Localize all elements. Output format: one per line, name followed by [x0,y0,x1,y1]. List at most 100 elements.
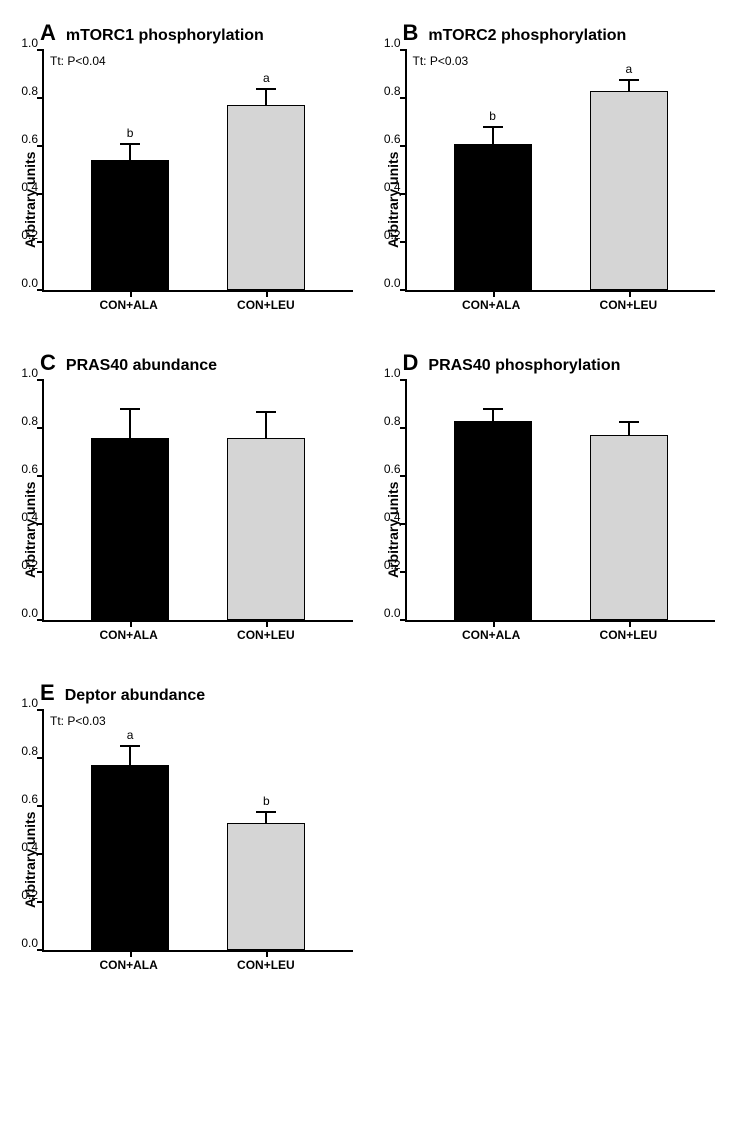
error-bar [628,422,630,436]
error-bar [492,409,494,421]
bar-con-ala: b [91,160,169,290]
y-tick-mark [37,523,44,525]
x-tick-mark [266,290,268,297]
y-tick-mark [400,49,407,51]
y-tick-mark [37,289,44,291]
y-tick-mark [400,475,407,477]
panel-letter: C [40,350,56,376]
error-bar [492,127,494,144]
x-tick-label: CON+LEU [227,958,305,972]
bar-con-ala [91,438,169,620]
y-tick-mark [37,193,44,195]
error-cap [120,143,140,145]
bar-con-leu [227,438,305,620]
error-bar [129,144,131,161]
y-tick-mark [37,241,44,243]
y-tick-mark [400,97,407,99]
panel-title: Deptor abundance [65,687,205,705]
error-cap [483,126,503,128]
significance-label: b [489,109,496,123]
significance-label: b [127,126,134,140]
significance-label: a [127,728,134,742]
x-tick-label: CON+LEU [589,298,667,312]
error-cap [619,421,639,423]
plot-area [42,380,353,622]
panel-title: mTORC2 phosphorylation [428,27,626,45]
y-tick-mark [37,757,44,759]
y-tick-mark [400,571,407,573]
y-tick-mark [400,523,407,525]
error-cap [619,79,639,81]
y-tick-mark [37,853,44,855]
error-bar [129,746,131,765]
plot-area: Tt: P<0.03ba [405,50,716,292]
panel-letter: A [40,20,56,46]
panel-e: EDeptor abundanceArbitrary units1.00.80.… [20,680,353,980]
x-tick-mark [266,620,268,627]
bar-con-ala: a [91,765,169,950]
error-bar [265,89,267,106]
plot-area: Tt: P<0.03ab [42,710,353,952]
y-tick-mark [400,619,407,621]
panel-letter: E [40,680,55,706]
x-tick-label: CON+ALA [90,628,168,642]
error-cap [120,408,140,410]
x-tick-label: CON+LEU [589,628,667,642]
error-cap [256,88,276,90]
panel-b: BmTORC2 phosphorylationArbitrary units1.… [383,20,716,320]
y-tick-mark [37,145,44,147]
y-tick-mark [400,289,407,291]
y-tick-mark [400,193,407,195]
error-bar [628,80,630,92]
y-tick-mark [37,97,44,99]
x-tick-mark [266,950,268,957]
x-tick-label: CON+ALA [90,958,168,972]
panel-title: mTORC1 phosphorylation [66,27,264,45]
x-tick-label: CON+ALA [452,628,530,642]
error-cap [256,411,276,413]
y-tick-mark [37,379,44,381]
panel-letter: B [403,20,419,46]
panel-letter: D [403,350,419,376]
y-tick-mark [400,145,407,147]
bar-con-leu [590,435,668,620]
x-tick-mark [130,950,132,957]
error-bar [265,812,267,824]
x-tick-label: CON+LEU [227,298,305,312]
significance-label: b [263,794,270,808]
y-tick-mark [400,427,407,429]
error-bar [129,409,131,438]
x-tick-mark [493,290,495,297]
bar-con-leu: b [227,823,305,950]
y-tick-mark [37,901,44,903]
x-tick-label: CON+ALA [452,298,530,312]
error-bar [265,412,267,438]
x-tick-mark [130,290,132,297]
plot-area: Tt: P<0.04ba [42,50,353,292]
bar-con-leu: a [227,105,305,290]
y-tick-mark [37,427,44,429]
significance-label: a [626,62,633,76]
bar-con-ala: b [454,144,532,290]
error-cap [256,811,276,813]
y-tick-mark [37,805,44,807]
y-tick-mark [37,709,44,711]
error-cap [483,408,503,410]
x-tick-label: CON+LEU [227,628,305,642]
panel-c: CPRAS40 abundanceArbitrary units1.00.80.… [20,350,353,650]
bar-con-ala [454,421,532,620]
significance-label: a [263,71,270,85]
x-tick-mark [130,620,132,627]
panel-title: PRAS40 abundance [66,357,217,375]
x-tick-mark [629,620,631,627]
panel-a: AmTORC1 phosphorylationArbitrary units1.… [20,20,353,320]
y-tick-mark [37,475,44,477]
y-tick-mark [37,949,44,951]
bar-con-leu: a [590,91,668,290]
panel-d: DPRAS40 phosphorylationArbitrary units1.… [383,350,716,650]
y-tick-mark [37,49,44,51]
y-tick-mark [37,571,44,573]
x-tick-mark [629,290,631,297]
error-cap [120,745,140,747]
x-tick-mark [493,620,495,627]
